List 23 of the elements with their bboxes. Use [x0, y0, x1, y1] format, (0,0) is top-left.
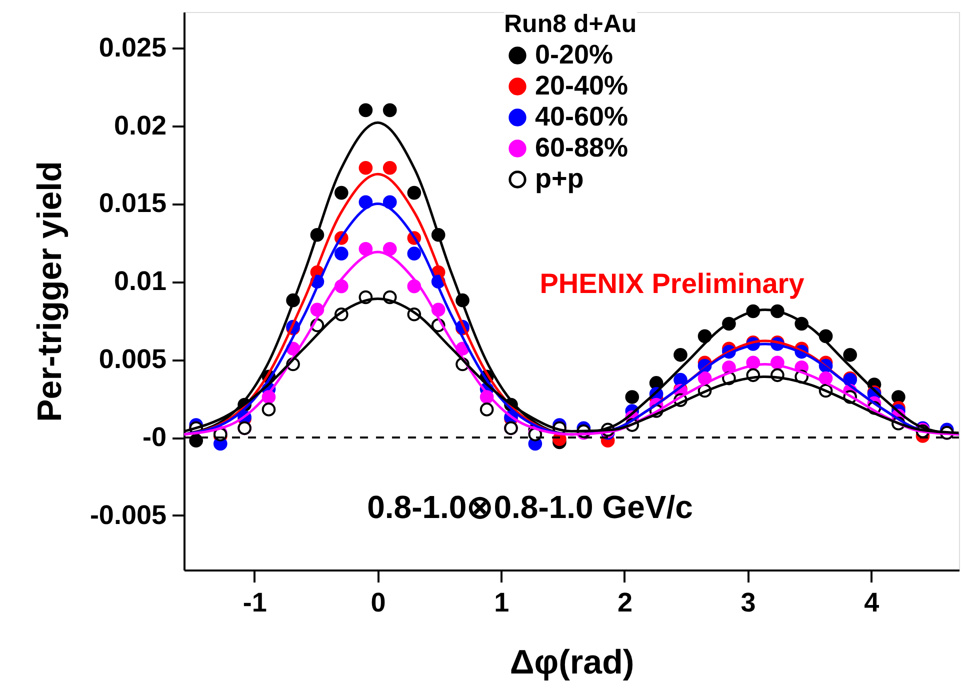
- y-tick-label: -0: [142, 422, 166, 452]
- y-tick-label: 0.015: [98, 188, 166, 218]
- y-tick-label: 0.005: [98, 344, 166, 374]
- y-tick-label: 0.025: [98, 32, 166, 62]
- x-tick-label: -1: [242, 588, 267, 618]
- legend-label: 0-20%: [535, 40, 614, 70]
- x-axis-title: Δφ(rad): [510, 644, 634, 682]
- legend-label: 20-40%: [535, 70, 628, 100]
- legend-title: Run8 d+Au: [504, 10, 637, 38]
- legend-label: 60-88%: [535, 132, 628, 162]
- x-tick-label: 2: [617, 588, 632, 618]
- y-tick-label: -0.005: [90, 500, 166, 530]
- y-tick-label: 0.02: [114, 110, 166, 140]
- legend-label: p+p: [535, 164, 584, 194]
- x-tick-label: 3: [740, 588, 756, 618]
- x-tick-label: 1: [494, 588, 510, 618]
- annotation: PHENIX Preliminary: [540, 268, 805, 299]
- annotation: 0.8-1.0⊗0.8-1.0 GeV/c: [367, 489, 693, 525]
- x-tick-label: 0: [370, 588, 386, 618]
- legend-label: 40-60%: [535, 102, 628, 132]
- x-tick-label: 4: [864, 588, 880, 618]
- y-axis-title: Per-trigger yield: [30, 161, 69, 422]
- y-tick-label: 0.01: [114, 266, 166, 296]
